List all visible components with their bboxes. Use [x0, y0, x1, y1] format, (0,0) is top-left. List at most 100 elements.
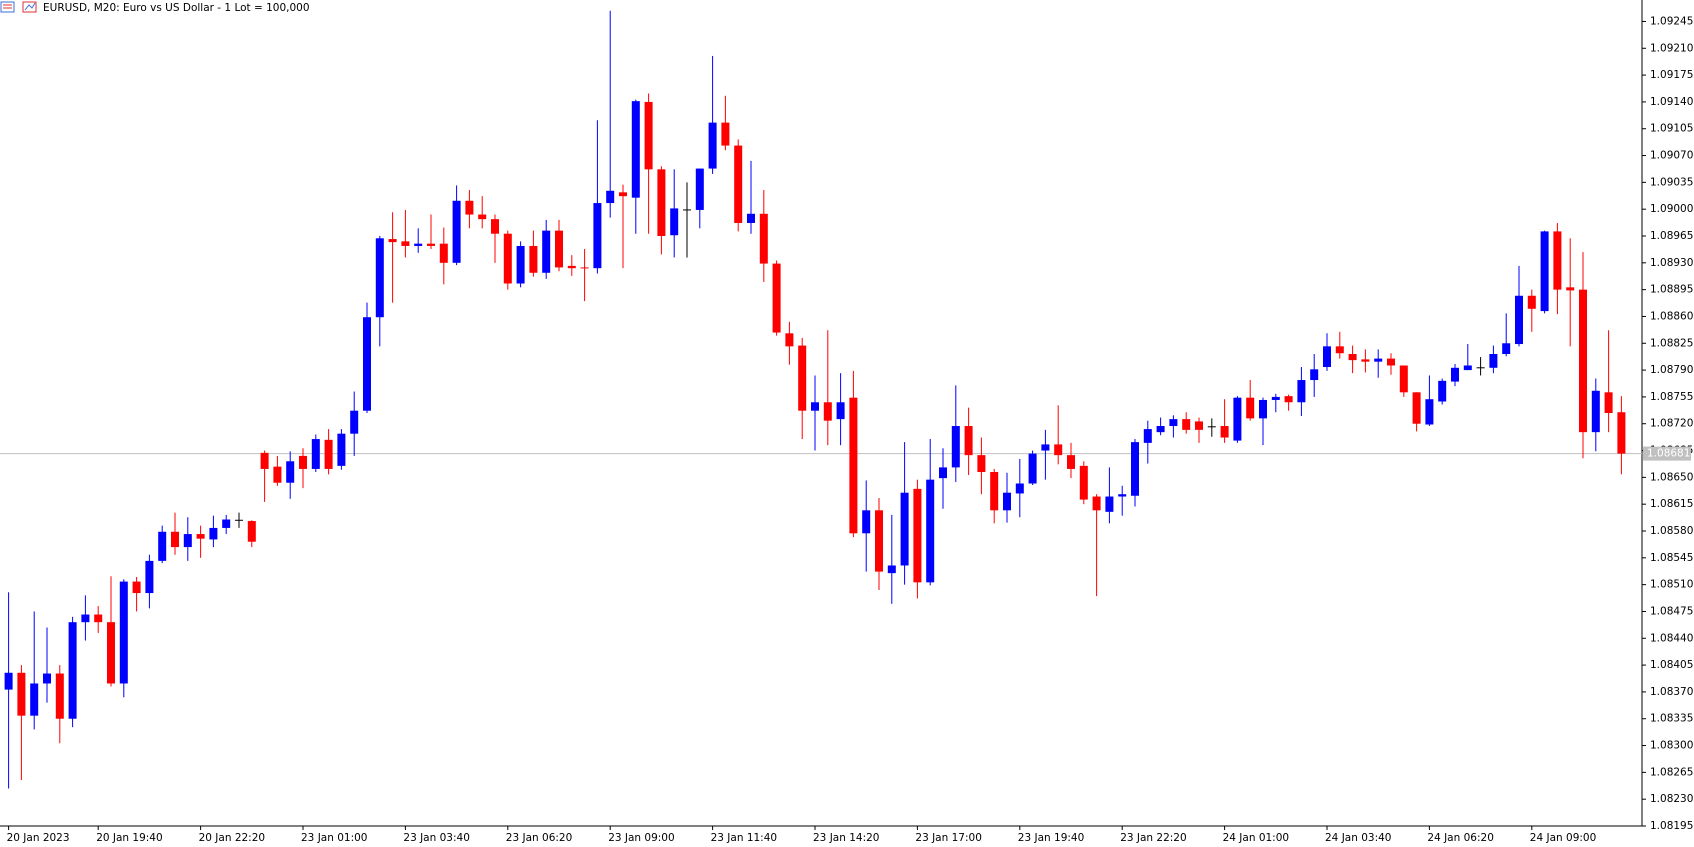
y-tick-label: 1.08475	[1650, 605, 1693, 617]
candle-body	[1438, 380, 1447, 402]
candle-body	[1412, 392, 1421, 424]
candle-body	[465, 200, 474, 215]
candle-body	[1387, 358, 1395, 366]
candle-body	[286, 461, 295, 483]
candle-body	[491, 219, 499, 234]
candle-body	[644, 101, 653, 170]
candle-body	[260, 452, 269, 469]
candle-body	[1131, 442, 1139, 496]
candle-body	[1604, 392, 1613, 413]
candle-body	[1502, 343, 1511, 354]
candle-body	[1489, 354, 1498, 368]
candle-body	[1335, 346, 1344, 354]
candle-body	[299, 455, 307, 469]
y-tick-label: 1.08825	[1650, 337, 1693, 349]
candle-body	[1028, 453, 1037, 484]
candle-body	[503, 233, 512, 284]
last-price-box	[1643, 446, 1691, 461]
candle-body	[695, 168, 704, 210]
candle-body	[670, 208, 679, 236]
y-tick-label: 1.09175	[1650, 69, 1693, 81]
x-tick-label: 23 Jan 11:40	[711, 832, 777, 844]
candle-body	[1143, 429, 1152, 443]
candle-body	[593, 203, 602, 269]
x-tick-label: 24 Jan 03:40	[1325, 832, 1391, 844]
candle-body	[375, 238, 384, 318]
candle-body	[542, 230, 551, 273]
candle-body	[94, 614, 103, 623]
candle-body	[567, 265, 576, 269]
candle-body	[951, 426, 960, 468]
candle-body	[913, 488, 922, 583]
candle-body	[862, 510, 871, 534]
candle-body	[516, 245, 525, 284]
candle-body	[529, 245, 538, 273]
x-tick-label: 23 Jan 06:20	[506, 832, 572, 844]
candle-body	[887, 565, 896, 574]
candle-body	[1054, 444, 1063, 456]
candle-body	[337, 433, 346, 466]
candle-body	[1003, 492, 1011, 511]
chart-title: EURUSD, M20: Euro vs US Dollar - 1 Lot =…	[43, 2, 310, 14]
candle-body	[900, 492, 909, 566]
candle-body	[734, 145, 743, 223]
x-tick-label: 23 Jan 14:20	[813, 832, 879, 844]
y-tick-label: 1.08405	[1650, 659, 1693, 671]
candle-body	[1310, 369, 1319, 381]
candle-body	[119, 581, 128, 684]
candle-body	[926, 479, 935, 583]
x-tick-label: 23 Jan 22:20	[1120, 832, 1186, 844]
candle-body	[606, 190, 615, 204]
candle-body	[747, 213, 755, 223]
symbol-icons	[0, 1, 37, 13]
candle-body	[1515, 295, 1523, 345]
y-tick-label: 1.08895	[1650, 284, 1693, 296]
candle-body	[1118, 494, 1127, 497]
y-tick-label: 1.08580	[1650, 525, 1693, 537]
y-tick-label: 1.08370	[1650, 686, 1693, 698]
candle-body	[555, 230, 563, 268]
candle-body	[1361, 359, 1370, 362]
x-tick-label: 24 Jan 09:00	[1530, 832, 1596, 844]
candle-body	[1591, 390, 1600, 433]
candle-body	[1092, 496, 1101, 511]
candle-body	[1246, 397, 1255, 419]
y-tick-label: 1.08755	[1650, 391, 1693, 403]
candle-body	[247, 521, 256, 542]
y-tick-label: 1.08720	[1650, 418, 1693, 430]
candle-body	[811, 402, 819, 411]
candle-body	[759, 213, 768, 264]
candle-body	[17, 672, 26, 716]
y-tick-label: 1.08195	[1650, 820, 1693, 832]
x-tick-label: 23 Jan 09:00	[608, 832, 674, 844]
candle-body	[1079, 465, 1088, 500]
candle-body	[1067, 455, 1075, 469]
candle-body	[427, 243, 435, 246]
candle-body	[4, 672, 13, 690]
y-tick-label: 1.08230	[1650, 793, 1693, 805]
x-tick-label: 20 Jan 19:40	[96, 832, 162, 844]
candle-body	[1553, 231, 1562, 290]
candle-body	[324, 439, 333, 469]
y-tick-label: 1.09140	[1650, 96, 1693, 108]
y-tick-label: 1.09070	[1650, 150, 1693, 162]
x-tick-label: 20 Jan 22:20	[199, 832, 265, 844]
candle-body	[964, 426, 973, 456]
y-tick-label: 1.08930	[1650, 257, 1693, 269]
candle-body	[1195, 421, 1203, 430]
candle-body	[1284, 396, 1293, 403]
candle-body	[772, 263, 781, 333]
y-tick-label: 1.08335	[1650, 713, 1693, 725]
x-tick-label: 23 Jan 17:00	[915, 832, 981, 844]
y-tick-label: 1.08300	[1650, 740, 1693, 752]
y-tick-label: 1.09105	[1650, 123, 1693, 135]
candle-body	[657, 169, 666, 236]
candle-body	[222, 519, 231, 528]
y-tick-label: 1.08510	[1650, 579, 1693, 591]
x-tick-label: 23 Jan 19:40	[1018, 832, 1084, 844]
candle-body	[1041, 444, 1050, 451]
candle-body	[478, 214, 487, 220]
candle-body	[836, 402, 845, 420]
